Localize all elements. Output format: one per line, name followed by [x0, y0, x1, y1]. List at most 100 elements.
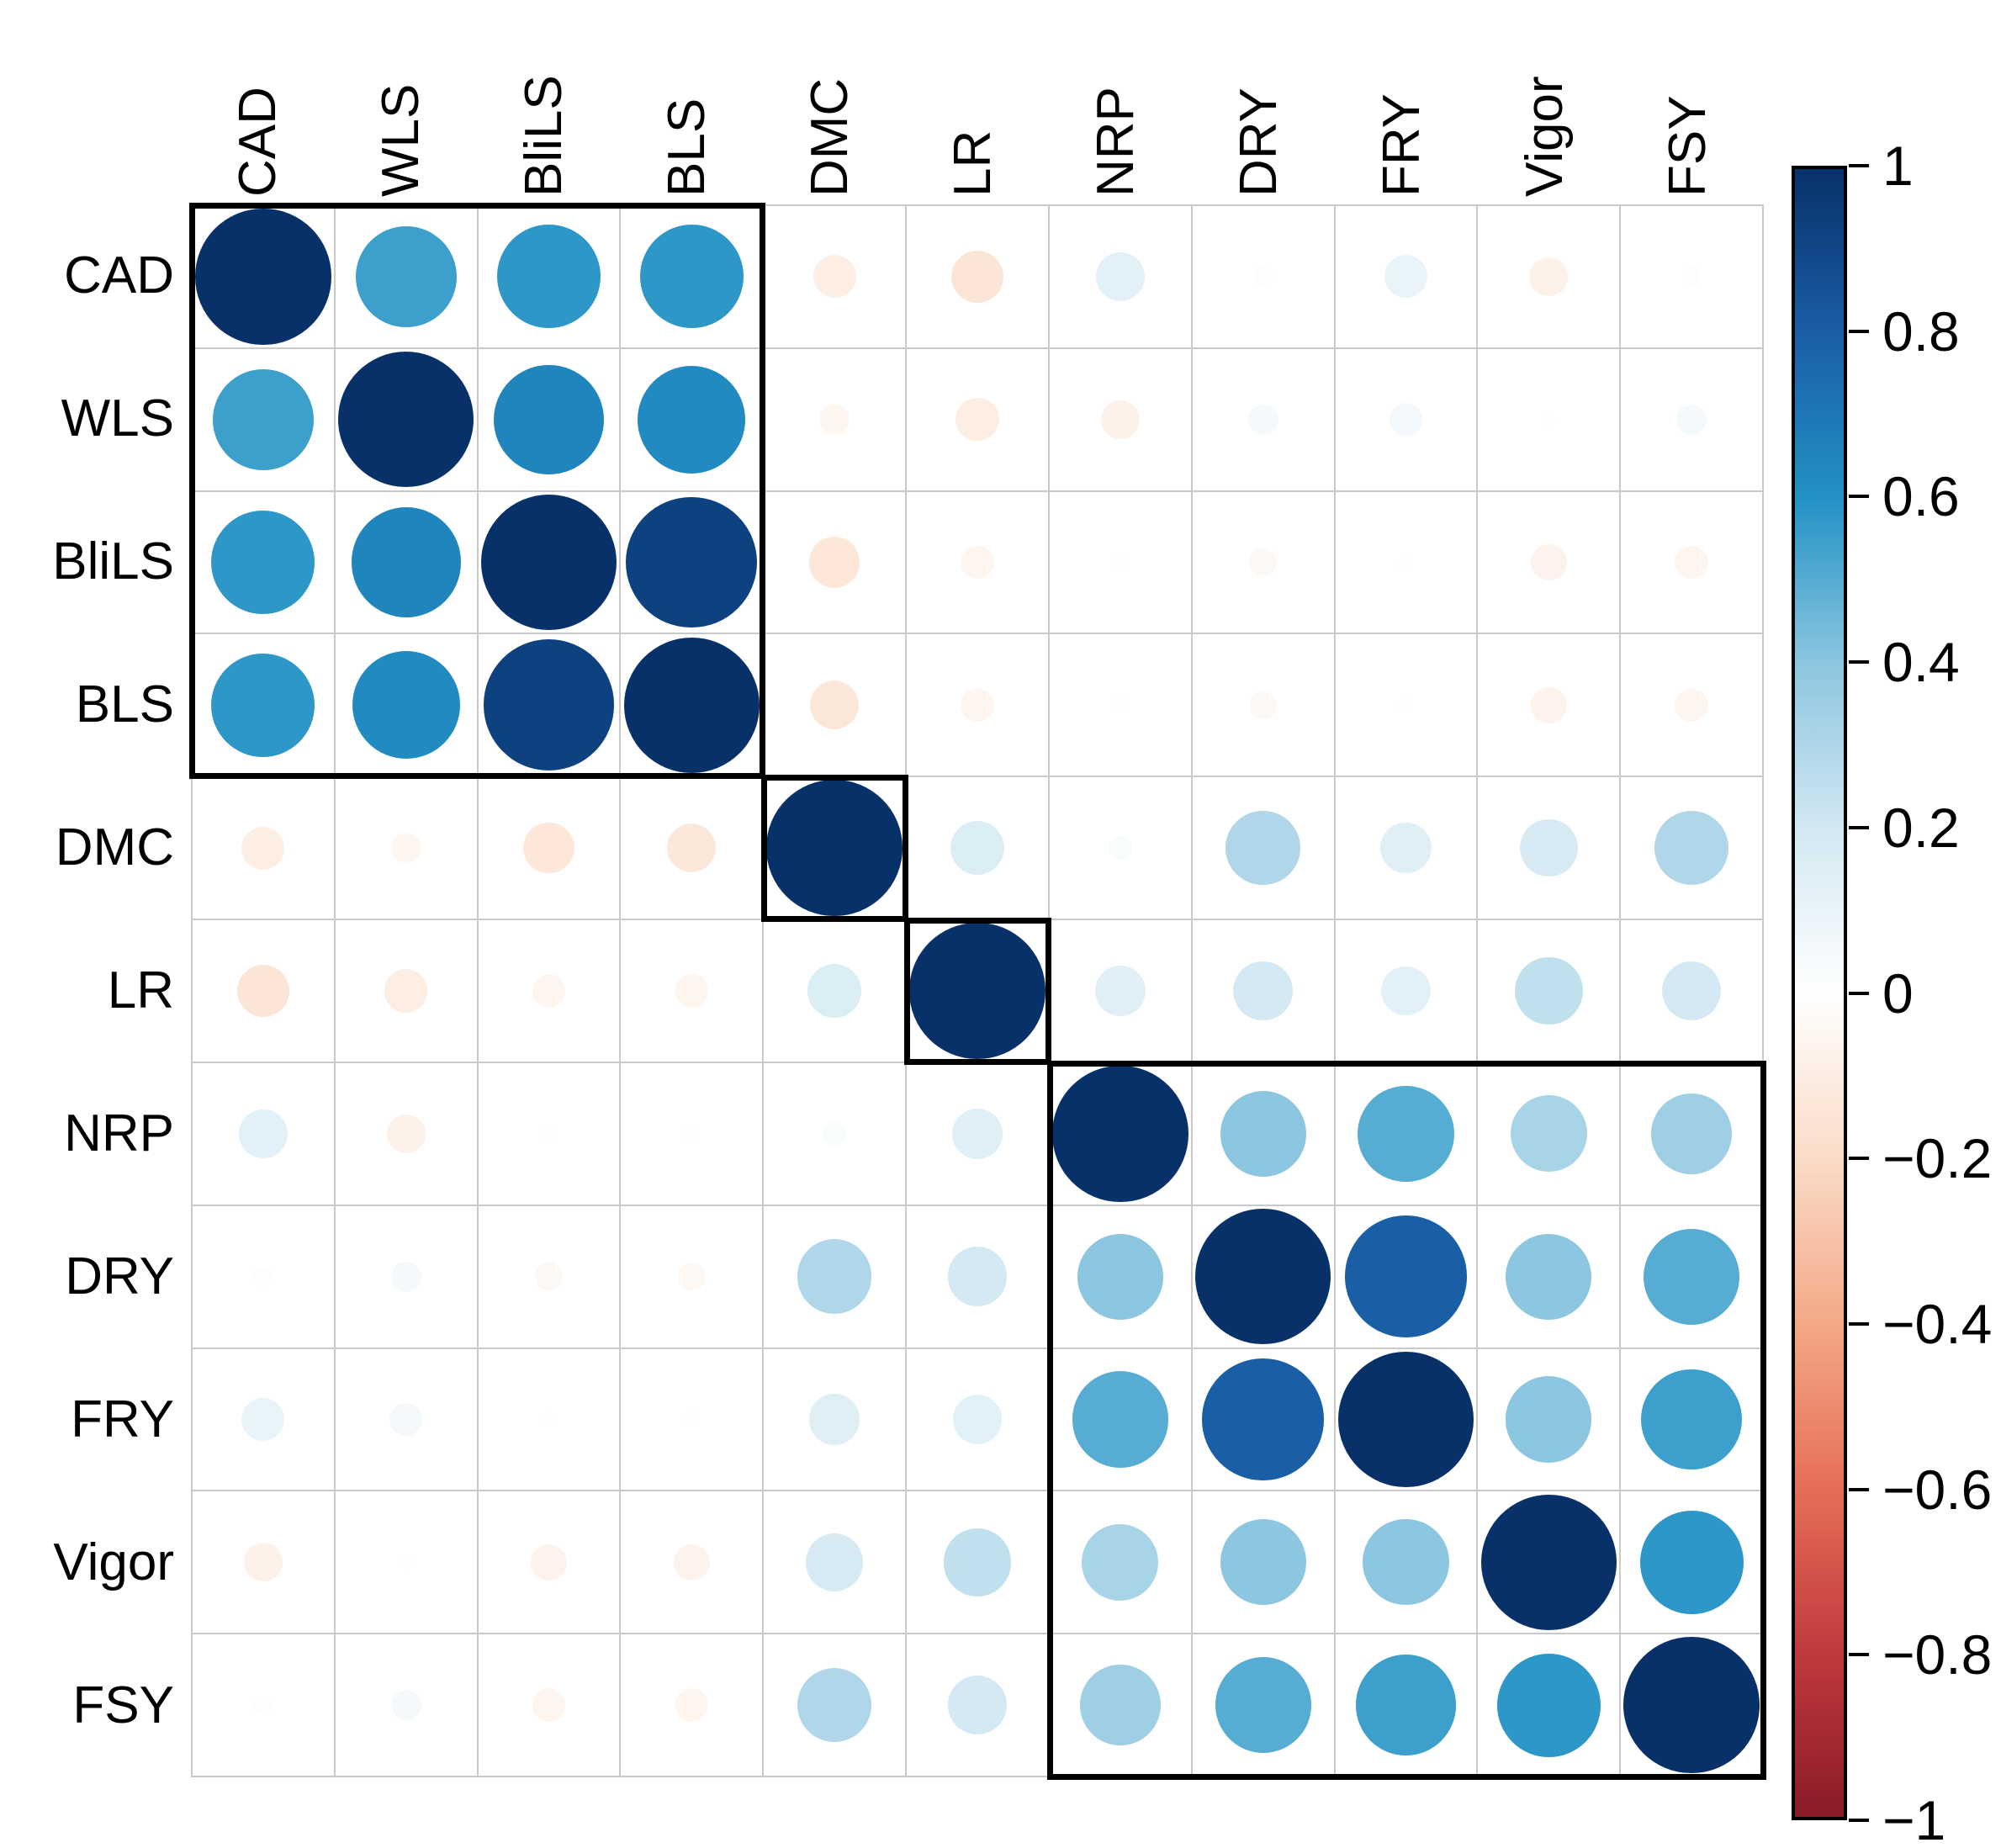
corr-circle — [1249, 691, 1277, 719]
corr-circle — [1247, 404, 1278, 435]
corr-cell-WLS-FSY — [1621, 348, 1762, 490]
corr-circle — [1080, 1665, 1161, 1745]
corr-cell-BLS-BliLS — [478, 634, 620, 776]
corr-circle — [1506, 1376, 1592, 1463]
corr-circle — [1529, 257, 1569, 296]
corr-circle — [1480, 1494, 1617, 1631]
colorbar-tick-label: −1 — [1882, 1789, 1946, 1848]
corr-cell-FSY-BliLS — [478, 1634, 620, 1776]
corr-cell-NRP-FRY — [1335, 1062, 1477, 1205]
corr-cell-Vigor-WLS — [335, 1491, 477, 1634]
corr-cell-Vigor-BliLS — [478, 1491, 620, 1634]
corr-cell-DMC-Vigor — [1478, 777, 1620, 919]
corr-cell-DMC-NRP — [1049, 777, 1191, 919]
corr-circle — [1380, 822, 1432, 874]
corr-cell-DMC-CAD — [193, 777, 334, 919]
colorbar-tick — [1849, 329, 1869, 333]
corr-cell-BliLS-BliLS — [478, 491, 620, 633]
corr-cell-DRY-NRP — [1049, 1205, 1191, 1348]
corr-circle — [1100, 400, 1140, 439]
colorbar-tick-label: −0.6 — [1882, 1458, 1993, 1521]
corr-circle — [1052, 1066, 1188, 1202]
corr-cell-CAD-BLS — [621, 206, 763, 347]
corr-circle — [766, 780, 903, 916]
corr-circle — [1233, 961, 1293, 1021]
corr-circle — [1381, 966, 1431, 1016]
corr-cell-BliLS-CAD — [193, 491, 334, 633]
corr-circle — [674, 1544, 710, 1581]
corr-circle — [950, 250, 1004, 304]
corr-cell-Vigor-BLS — [621, 1491, 763, 1634]
corr-circle — [539, 1124, 558, 1144]
row-label-WLS: WLS — [61, 389, 174, 447]
corr-circle — [1399, 698, 1413, 712]
corr-cell-FRY-DRY — [1192, 1348, 1334, 1491]
corr-cell-CAD-WLS — [335, 206, 477, 347]
corr-circle — [1530, 544, 1567, 580]
corr-circle — [532, 974, 566, 1008]
corr-cell-DRY-BliLS — [478, 1205, 620, 1348]
corr-cell-NRP-CAD — [193, 1062, 334, 1205]
colorbar-tick-label: −0.4 — [1882, 1292, 1993, 1355]
colorbar-tick-label: 0.4 — [1882, 631, 1960, 694]
corr-circle — [1355, 1655, 1457, 1755]
corr-circle — [532, 1688, 566, 1722]
corr-circle — [951, 1108, 1003, 1160]
corr-circle — [337, 351, 474, 488]
corr-cell-FSY-LR — [907, 1634, 1048, 1776]
corr-cell-BliLS-NRP — [1049, 491, 1191, 633]
corr-circle — [1072, 1371, 1168, 1468]
corr-circle — [1358, 1085, 1454, 1182]
corr-cell-NRP-FSY — [1621, 1062, 1762, 1205]
corr-cell-LR-BliLS — [478, 920, 620, 1062]
corr-circle — [480, 494, 617, 631]
corr-cell-WLS-DRY — [1192, 348, 1334, 490]
column-label-Vigor: Vigor — [1516, 76, 1574, 197]
corr-cell-LR-DRY — [1192, 920, 1334, 1062]
corr-circle — [1514, 956, 1583, 1025]
corr-circle — [253, 1695, 273, 1715]
row-label-LR: LR — [107, 961, 174, 1019]
row-label-DMC: DMC — [55, 818, 174, 876]
corr-cell-LR-Vigor — [1478, 920, 1620, 1062]
corr-cell-NRP-Vigor — [1478, 1062, 1620, 1205]
corr-circle — [1496, 1653, 1601, 1757]
column-label-DRY: DRY — [1230, 87, 1288, 197]
corr-circle — [384, 969, 428, 1013]
corr-circle — [211, 653, 315, 757]
colorbar-tick — [1849, 495, 1869, 499]
corr-cell-DRY-FRY — [1335, 1205, 1477, 1348]
corr-circle — [494, 364, 604, 474]
corr-circle — [1345, 1215, 1467, 1337]
corr-circle — [1094, 965, 1146, 1017]
corr-circle — [1399, 555, 1413, 569]
corr-cell-DMC-WLS — [335, 777, 477, 919]
row-label-Vigor: Vigor — [53, 1533, 174, 1591]
corr-cell-DMC-BLS — [621, 777, 763, 919]
colorbar-tick — [1849, 825, 1869, 829]
corr-cell-BLS-LR — [907, 634, 1048, 776]
colorbar-tick-label: 0.6 — [1882, 465, 1960, 528]
corr-circle — [1641, 1369, 1742, 1470]
corr-cell-DMC-DRY — [1192, 777, 1334, 919]
corr-cell-FSY-Vigor — [1478, 1634, 1620, 1776]
corr-cell-FSY-FRY — [1335, 1634, 1477, 1776]
corr-cell-BLS-NRP — [1049, 634, 1191, 776]
corr-circle — [1639, 1510, 1744, 1614]
corr-cell-DRY-LR — [907, 1205, 1048, 1348]
corr-cell-Vigor-DMC — [764, 1491, 906, 1634]
corr-circle — [1675, 545, 1708, 580]
corr-cell-WLS-LR — [907, 348, 1048, 490]
corr-circle — [1651, 1093, 1732, 1174]
corr-circle — [1542, 412, 1556, 426]
corr-circle — [808, 1394, 860, 1445]
corr-circle — [241, 1397, 285, 1441]
corr-cell-NRP-LR — [907, 1062, 1048, 1205]
colorbar-tick — [1849, 1487, 1869, 1491]
corr-circle — [1681, 267, 1702, 287]
corr-cell-BliLS-BLS — [621, 491, 763, 633]
corr-circle — [1643, 1228, 1740, 1325]
corr-cell-Vigor-NRP — [1049, 1491, 1191, 1634]
corr-circle — [1110, 553, 1130, 572]
colorbar-tick — [1849, 660, 1869, 665]
